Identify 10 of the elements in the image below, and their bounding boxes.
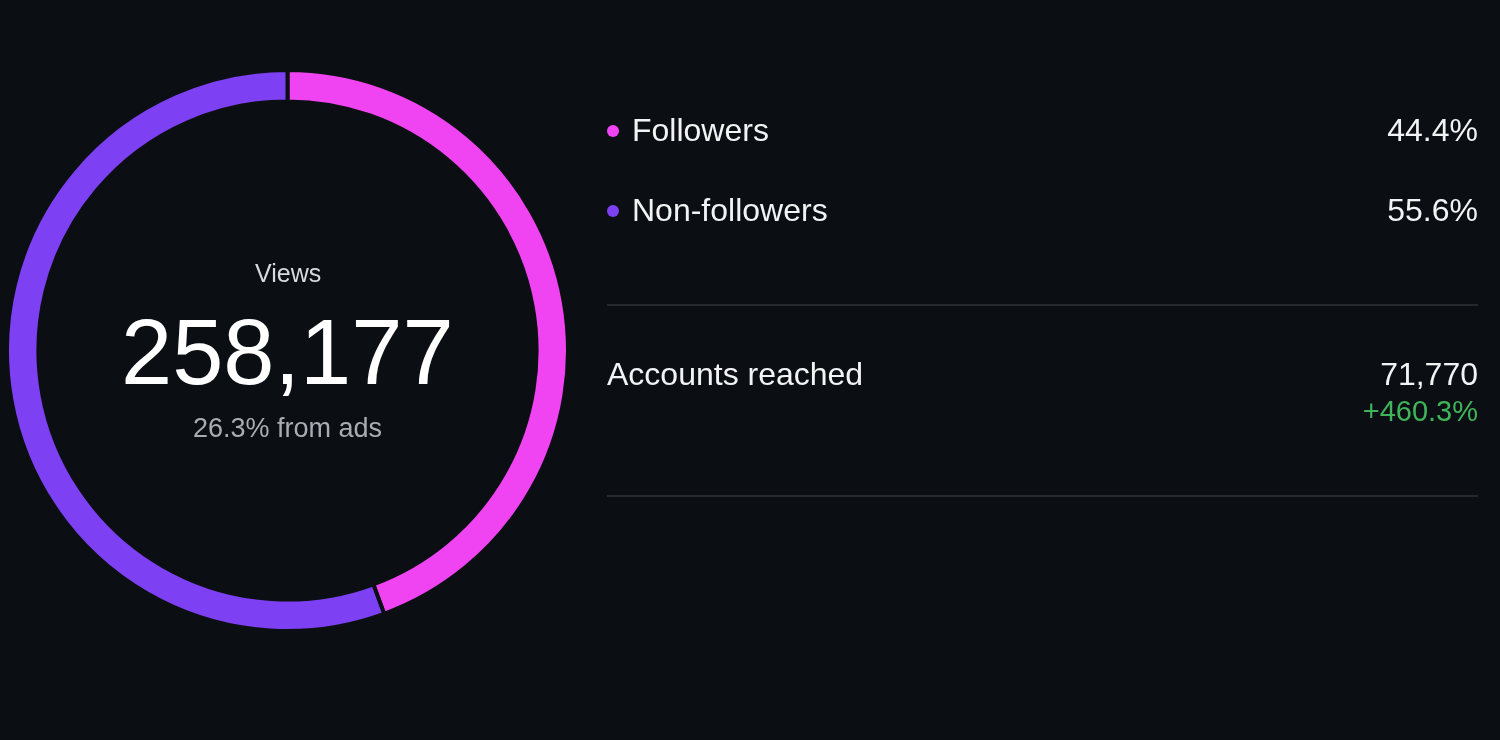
legend-label: Followers (632, 112, 769, 149)
data-label: 55.6% (1387, 192, 1478, 229)
legend-label: Non-followers (632, 192, 828, 229)
text: 258,177 (121, 301, 454, 403)
text: 71,770 (1380, 356, 1478, 393)
data-label: 44.4% (1387, 112, 1478, 149)
text: +460.3% (1362, 395, 1478, 428)
text: Accounts reached (607, 356, 864, 393)
text: 26.3% from ads (193, 413, 383, 443)
text: Views (255, 259, 322, 287)
